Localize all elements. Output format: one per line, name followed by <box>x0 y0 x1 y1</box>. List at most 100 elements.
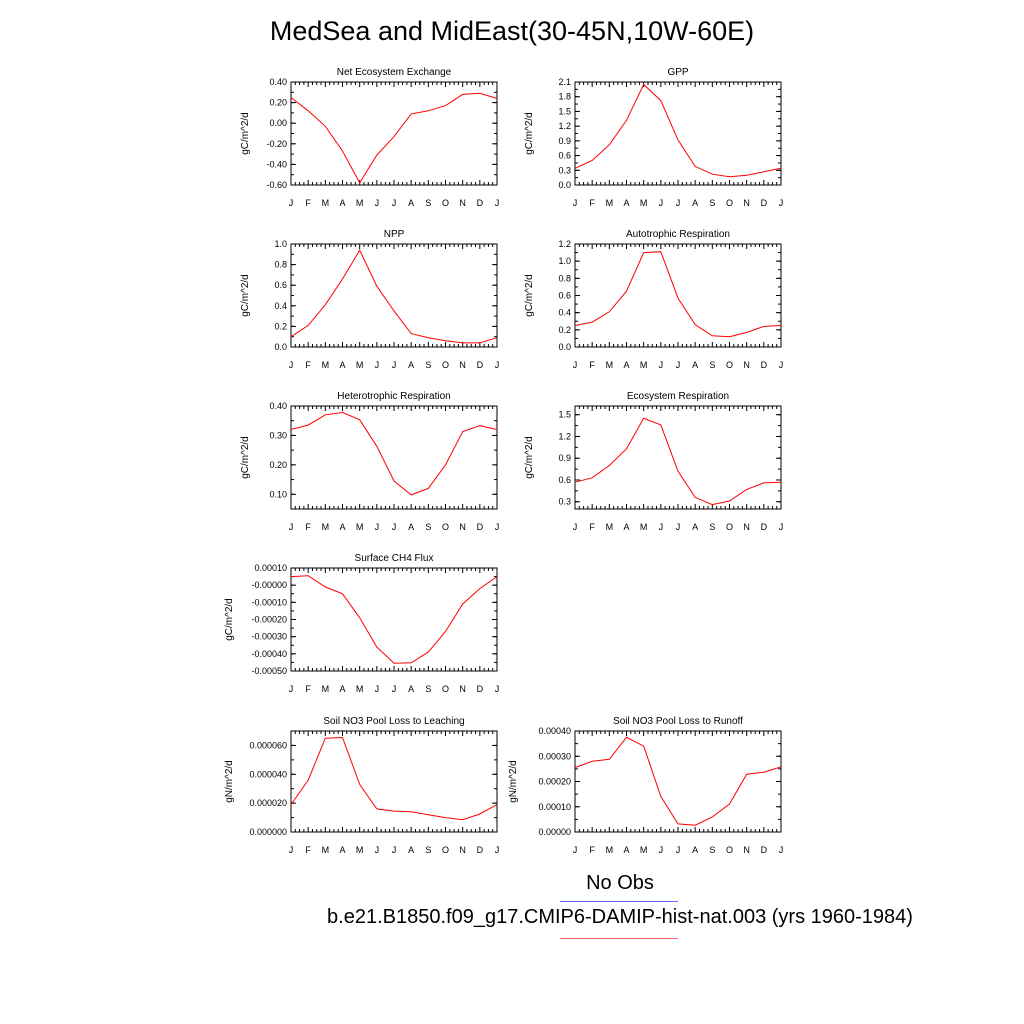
x-tick-label: J <box>375 684 380 694</box>
x-tick-label: D <box>477 360 484 370</box>
figure-title: MedSea and MidEast(30-45N,10W-60E) <box>269 16 755 46</box>
y-tick-label: 1.2 <box>558 431 571 441</box>
x-tick-label: M <box>356 522 364 532</box>
y-tick-label: 1.0 <box>274 239 287 249</box>
y-tick-label: 0.00030 <box>538 751 571 761</box>
x-tick-label: J <box>779 360 784 370</box>
y-tick-label: 1.5 <box>558 106 571 116</box>
series-line <box>290 249 498 344</box>
x-tick-label: S <box>425 198 431 208</box>
series-line <box>574 736 782 826</box>
x-tick-label: M <box>322 522 330 532</box>
x-tick-label: F <box>305 360 311 370</box>
y-tick-label: 0.40 <box>269 401 287 411</box>
x-tick-label: J <box>375 522 380 532</box>
x-tick-label: N <box>743 845 750 855</box>
x-tick-label: M <box>322 684 330 694</box>
x-tick-label: F <box>589 845 595 855</box>
x-tick-label: A <box>623 360 629 370</box>
x-tick-label: M <box>356 198 364 208</box>
y-tick-label: 0.2 <box>558 325 571 335</box>
x-tick-label: O <box>726 522 733 532</box>
y-tick-label: -0.00010 <box>251 597 287 607</box>
x-tick-label: D <box>477 845 484 855</box>
y-tick-label: 0.00020 <box>538 777 571 787</box>
x-tick-label: N <box>743 522 750 532</box>
x-tick-label: M <box>322 845 330 855</box>
x-tick-label: S <box>709 360 715 370</box>
x-tick-label: F <box>305 198 311 208</box>
x-tick-label: J <box>392 522 397 532</box>
x-tick-label: J <box>495 198 500 208</box>
x-tick-label: J <box>659 198 664 208</box>
plot-frame <box>574 405 782 510</box>
x-tick-label: J <box>779 845 784 855</box>
x-tick-label: J <box>573 360 578 370</box>
x-tick-label: A <box>623 845 629 855</box>
y-tick-label: 0.0 <box>274 342 287 352</box>
y-tick-label: 0.6 <box>274 280 287 290</box>
series-line <box>574 251 782 338</box>
y-tick-label: -0.00020 <box>251 615 287 625</box>
x-tick-label: F <box>305 845 311 855</box>
y-tick-label: -0.20 <box>266 139 287 149</box>
x-tick-label: A <box>408 360 414 370</box>
y-tick-label: 0.3 <box>558 497 571 507</box>
x-tick-label: J <box>659 360 664 370</box>
x-tick-label: A <box>692 198 698 208</box>
series-line <box>574 83 782 178</box>
x-tick-label: D <box>761 845 768 855</box>
x-tick-label: M <box>356 845 364 855</box>
x-tick-label: D <box>761 198 768 208</box>
legend-model-line <box>560 938 678 939</box>
x-tick-label: J <box>495 360 500 370</box>
x-tick-label: A <box>623 522 629 532</box>
x-tick-label: M <box>356 684 364 694</box>
y-tick-label: 0.0 <box>558 342 571 352</box>
x-tick-label: J <box>659 522 664 532</box>
x-tick-label: A <box>408 845 414 855</box>
y-tick-label: 0.10 <box>269 489 287 499</box>
x-tick-label: J <box>573 522 578 532</box>
x-tick-label: M <box>606 360 614 370</box>
x-tick-label: S <box>425 684 431 694</box>
y-tick-label: 0.000020 <box>249 798 287 808</box>
y-tick-label: -0.60 <box>266 180 287 190</box>
y-tick-label: 0.8 <box>558 273 571 283</box>
x-tick-label: J <box>375 198 380 208</box>
x-tick-label: N <box>459 684 466 694</box>
x-tick-label: J <box>289 360 294 370</box>
series-line <box>574 417 782 506</box>
x-tick-label: O <box>442 522 449 532</box>
x-tick-label: A <box>692 845 698 855</box>
x-tick-label: M <box>322 198 330 208</box>
plot-frame <box>290 405 498 510</box>
x-tick-label: J <box>392 845 397 855</box>
x-tick-label: F <box>305 684 311 694</box>
plot-frame <box>290 81 498 186</box>
y-tick-label: 0.00010 <box>254 563 287 573</box>
series-line <box>290 575 498 664</box>
x-tick-label: J <box>573 198 578 208</box>
legend-obs-line <box>560 901 678 902</box>
x-tick-label: J <box>495 845 500 855</box>
y-tick-label: 0.00010 <box>538 802 571 812</box>
x-tick-label: J <box>676 845 681 855</box>
x-tick-label: S <box>709 522 715 532</box>
x-tick-label: O <box>726 360 733 370</box>
y-axis-label: gN/m^2/d <box>508 760 519 803</box>
y-tick-label: 0.00000 <box>538 827 571 837</box>
y-tick-label: 0.000040 <box>249 769 287 779</box>
x-tick-label: A <box>339 684 345 694</box>
panel-title: Ecosystem Respiration <box>627 391 729 402</box>
x-tick-label: J <box>495 684 500 694</box>
x-tick-label: M <box>606 522 614 532</box>
x-tick-label: J <box>779 198 784 208</box>
x-tick-label: M <box>640 522 648 532</box>
x-tick-label: D <box>477 198 484 208</box>
